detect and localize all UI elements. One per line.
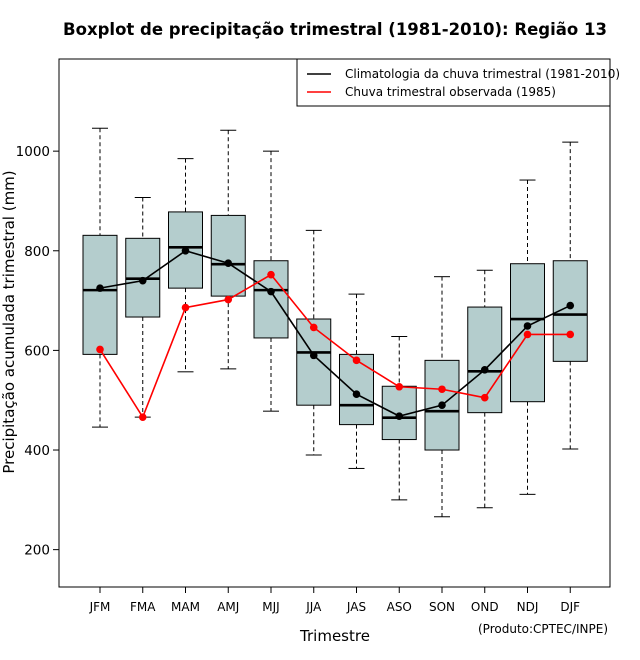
x-tick-label-AMJ: AMJ (217, 600, 239, 614)
y-tick-label: 400 (24, 443, 50, 459)
series-1-point-SON (438, 385, 446, 394)
series-0-point-FMA (138, 276, 147, 285)
box-FMA (125, 196, 161, 418)
x-tick-label-MJJ: MJJ (262, 600, 279, 614)
box-SON (424, 276, 460, 518)
series-1-point-JAS (352, 356, 361, 365)
box-body (82, 234, 118, 355)
x-tick-label-JFM: JFM (89, 600, 111, 614)
box-JFM (82, 127, 118, 428)
legend-box (296, 58, 611, 107)
series-1-point-JFM (96, 345, 104, 354)
series-1-point-MAM (181, 303, 190, 312)
series-0-point-AMJ (224, 259, 233, 268)
legend: Climatologia da chuva trimestral (1981-2… (296, 58, 620, 107)
box-JJA (296, 229, 332, 456)
series-0-point-JFM (96, 284, 104, 292)
legend-label-1: Chuva trimestral observada (1985) (345, 85, 556, 99)
x-tick-label-JAS: JAS (346, 600, 366, 614)
box-DJF (552, 141, 588, 450)
x-tick-label-DJF: DJF (560, 600, 580, 614)
box-JAS (339, 293, 374, 469)
series-1-point-NDJ (523, 330, 532, 339)
series-0-point-JAS (352, 390, 361, 399)
box-body (168, 211, 203, 289)
plot-area: 200 400 600 800 1000 JFM FMA MAM AMJ MJJ JJA JAS ASO… (16, 58, 620, 614)
series-line-1 (99, 273, 571, 419)
product-credit: (Produto:CPTEC/INPE) (478, 622, 608, 636)
x-tick-label-OND: OND (471, 600, 499, 614)
series-0-point-OND (480, 366, 489, 374)
x-tick-label-ASO: ASO (387, 600, 412, 614)
y-tick-label: 200 (24, 543, 50, 559)
y-axis-label: Precipitação acumulada trimestral (mm) (0, 170, 18, 473)
series-1-point-ASO (395, 382, 404, 391)
y-tick-label: 1000 (16, 144, 50, 160)
series-0-point-SON (438, 401, 446, 409)
series-line-0 (99, 249, 571, 417)
y-tick-label: 600 (24, 343, 50, 359)
box-body (296, 318, 332, 406)
box-body (339, 353, 374, 426)
series-1-point-JJA (309, 323, 318, 332)
box-AMJ (210, 129, 246, 370)
series-1-point-DJF (566, 330, 575, 339)
series-0-point-NDJ (523, 322, 532, 330)
box-body (210, 214, 246, 297)
x-tick-label-NDJ: NDJ (517, 600, 539, 614)
series-1-point-FMA (138, 413, 147, 421)
x-tick-label-MAM: MAM (171, 600, 200, 614)
series-1-point-OND (480, 393, 489, 402)
series-0-point-MAM (181, 246, 190, 255)
legend-label-0: Climatologia da chuva trimestral (1981-2… (345, 67, 620, 81)
box-MAM (168, 158, 203, 373)
box-OND (467, 269, 503, 509)
box-body (253, 260, 289, 339)
x-tick-label-JJA: JJA (305, 600, 322, 614)
x-tick-label-FMA: FMA (130, 600, 156, 614)
chart-title: Boxplot de precipitação trimestral (1981… (63, 20, 607, 39)
y-tick-label: 800 (24, 244, 50, 260)
series-1-point-AMJ (224, 295, 233, 304)
x-tick-label-SON: SON (429, 600, 455, 614)
series-0-point-ASO (395, 412, 404, 420)
series-0-point-JJA (309, 351, 318, 360)
x-axis-label: Trimestre (299, 627, 370, 645)
series-0-point-MJJ (267, 287, 275, 296)
series-1-point-MJJ (267, 270, 275, 279)
series-0-point-DJF (566, 301, 575, 310)
